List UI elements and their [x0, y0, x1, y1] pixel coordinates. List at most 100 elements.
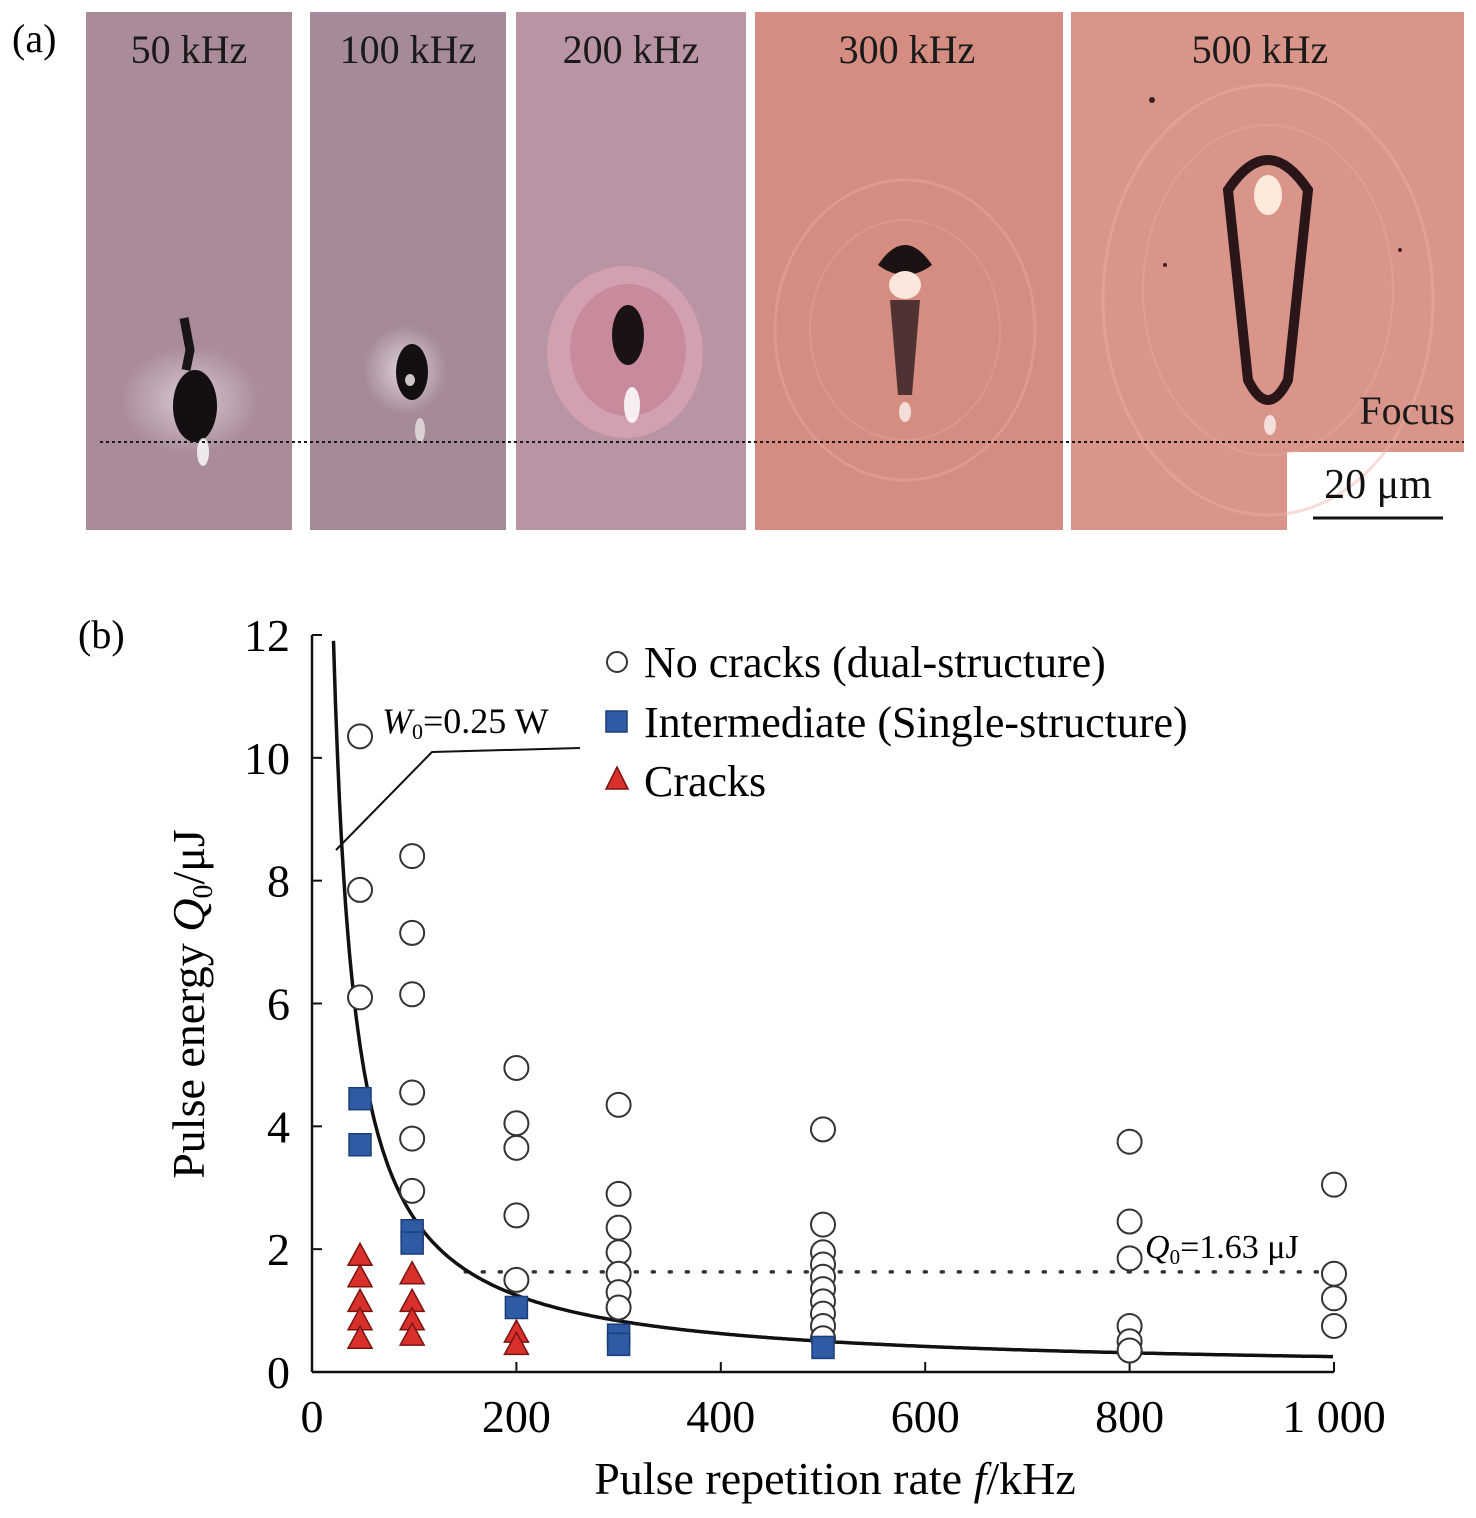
plot-area: 0 2 4 6 8 10 12 0 200 400 600 800 1 000 [244, 610, 1386, 1442]
no-cracks-point [503, 1134, 530, 1161]
curve-label-sub: 0 [412, 719, 423, 744]
intermediate-point [400, 1231, 424, 1255]
legend: No cracks (dual-structure) Intermediate … [604, 638, 1188, 806]
cracks-point [346, 1263, 374, 1288]
cracks-point [398, 1260, 426, 1285]
panel-b-label: (b) [78, 612, 125, 657]
no-cracks-point [347, 723, 374, 750]
no-cracks-point [810, 1116, 836, 1143]
void-highlight [405, 374, 415, 386]
x-tick-label: 0 [301, 1391, 324, 1442]
ring-pattern [1101, 83, 1435, 517]
no-cracks-point [503, 1266, 530, 1293]
y-axis-title-sub: 0 [188, 885, 219, 899]
micrograph-frame-300khz: 300 kHz [755, 12, 1063, 530]
ring-pattern-inner [809, 219, 1001, 441]
no-cracks-point [399, 1125, 426, 1152]
focus-spot [1264, 415, 1276, 435]
curve-leader-line [335, 747, 581, 851]
no-cracks-point [399, 919, 426, 946]
void-mark [173, 370, 217, 442]
scale-bar-label: 20 μm [1324, 462, 1432, 508]
frame-background [310, 12, 506, 530]
micrograph-frame-100khz: 100 kHz [310, 12, 506, 530]
no-cracks-point [1116, 1208, 1143, 1235]
void-tail [624, 387, 640, 423]
no-cracks-point [399, 843, 426, 870]
no-cracks-point [605, 1091, 632, 1118]
debris-dot [1163, 263, 1167, 267]
y-axis-title-prefix: Pulse energy [163, 932, 214, 1179]
curve-label-rest: =0.25 W [423, 701, 549, 741]
legend-marker-circle [606, 651, 628, 673]
frame-label: 100 kHz [340, 27, 477, 72]
no-cracks-point [605, 1214, 632, 1241]
legend-marker-square [605, 710, 628, 733]
x-tick-label: 600 [891, 1391, 960, 1442]
cracks-point [503, 1330, 530, 1356]
y-tick-label: 12 [244, 610, 290, 661]
no-cracks-point [1116, 1337, 1143, 1364]
no-cracks-point [810, 1211, 836, 1238]
void-tail [415, 418, 425, 442]
void-bright [1254, 175, 1282, 215]
no-cracks-point [347, 876, 374, 903]
frame-label: 50 kHz [131, 27, 248, 72]
y-tick-label: 10 [244, 733, 290, 784]
void-bright [889, 271, 921, 299]
y-axis-title-var: Q [163, 899, 214, 932]
y-axis-title-suffix: /μJ [163, 829, 214, 884]
debris-dot [1398, 248, 1402, 252]
focus-spot [899, 402, 911, 422]
x-axis-title: Pulse repetition rate f/kHz [594, 1453, 1076, 1504]
y-tick-label: 6 [267, 979, 290, 1030]
hline-label-rest: =1.63 μJ [1180, 1229, 1299, 1266]
hline-label-sub: 0 [1170, 1245, 1181, 1269]
void-outline [1222, 155, 1314, 405]
no-cracks-point [605, 1239, 632, 1266]
legend-item-cracks: Cracks [604, 757, 766, 806]
curve-label-var: W [382, 701, 415, 741]
no-cracks-point [1321, 1260, 1347, 1287]
legend-marker-triangle [604, 765, 630, 790]
cracks-point [346, 1324, 374, 1349]
frame-label: 200 kHz [563, 27, 700, 72]
y-tick-label: 0 [267, 1347, 290, 1398]
legend-label: Intermediate (Single-structure) [644, 698, 1188, 747]
x-tick-label: 200 [482, 1391, 551, 1442]
panel-a-label: (a) [12, 16, 56, 61]
crack-streak [179, 317, 195, 371]
no-cracks-point [1116, 1245, 1143, 1272]
void-tail [197, 438, 209, 466]
void-mark [612, 305, 644, 365]
x-tick-label: 800 [1095, 1391, 1164, 1442]
no-cracks-point [347, 984, 374, 1011]
y-axis-title: Pulse energy Q0/μJ [163, 829, 219, 1179]
y-tick-label: 8 [267, 856, 290, 907]
intermediate-point [811, 1335, 835, 1360]
cracks-point [398, 1321, 426, 1346]
no-cracks-point [605, 1180, 632, 1207]
no-cracks-point [503, 1054, 530, 1081]
legend-item-no-cracks: No cracks (dual-structure) [606, 638, 1106, 687]
intermediate-point [348, 1133, 372, 1157]
micrograph-frame-500khz: 500 kHz [1071, 12, 1464, 530]
no-cracks-point [605, 1294, 632, 1321]
focus-label: Focus [1359, 388, 1455, 433]
no-cracks-point [1321, 1171, 1347, 1198]
no-cracks-point [1321, 1312, 1347, 1339]
scatter-chart: (b) 0 2 4 6 8 10 12 0 200 400 600 800 1 000 No crack… [78, 610, 1386, 1504]
x-axis-title-suffix: /kHz [986, 1453, 1075, 1504]
no-cracks-point [503, 1110, 530, 1137]
hline-label: Q0=1.63 μJ [1145, 1229, 1299, 1269]
intermediate-point [606, 1332, 631, 1357]
y-tick-label: 2 [267, 1224, 290, 1275]
ring-pattern [773, 178, 1037, 482]
x-tick-label: 400 [686, 1391, 755, 1442]
no-cracks-point [399, 1177, 426, 1204]
ring-pattern-inner [1142, 124, 1394, 456]
curve-annotation: W0=0.25 W [335, 701, 581, 851]
x-tick-label: 1 000 [1282, 1391, 1386, 1442]
intermediate-point [504, 1295, 529, 1320]
